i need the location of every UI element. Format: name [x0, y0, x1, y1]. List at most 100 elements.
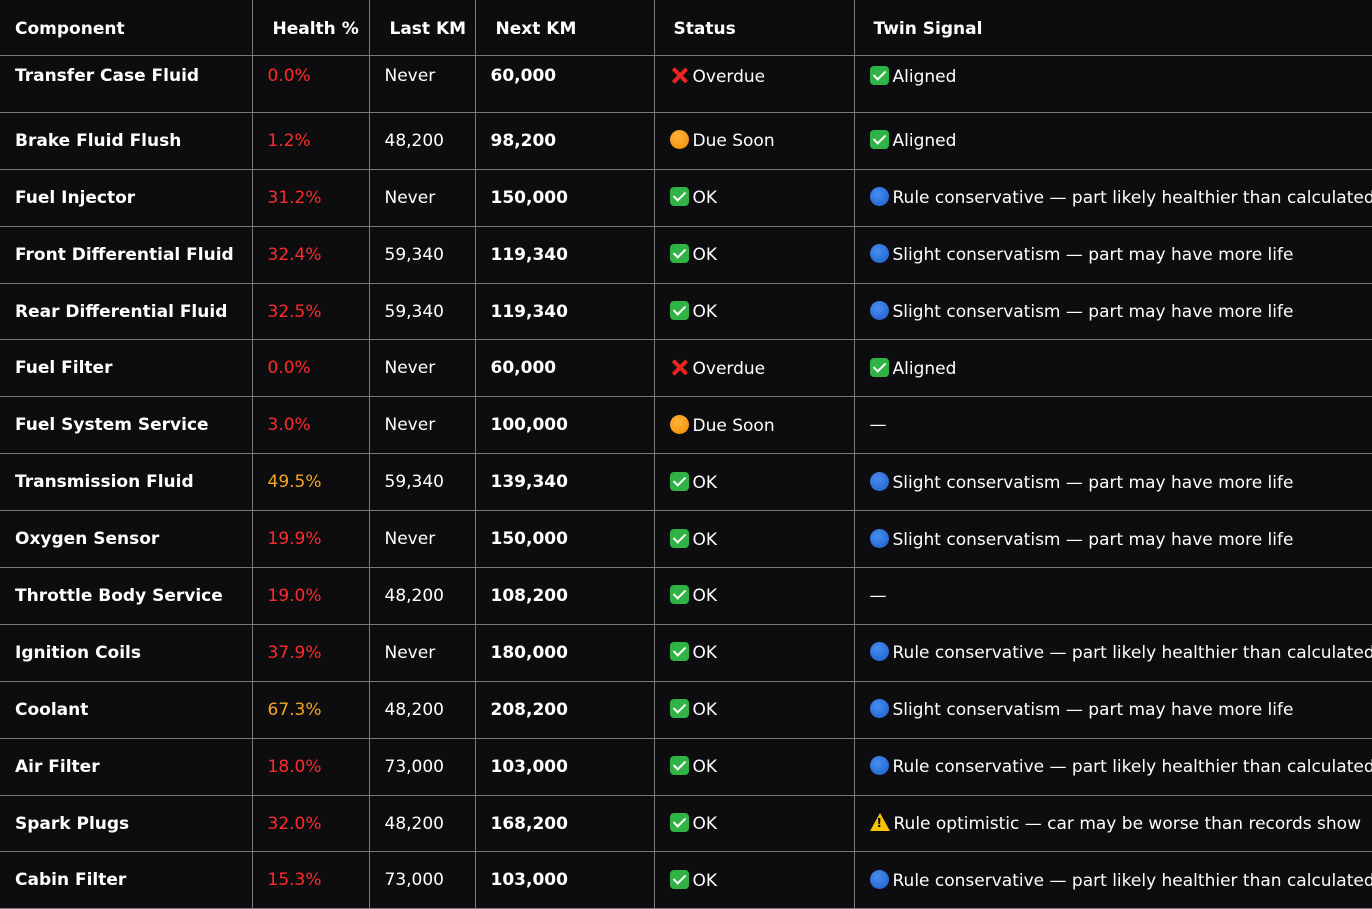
cell-component-text: Front Differential Fluid [15, 245, 234, 265]
cell-component-text: Ignition Coils [15, 643, 141, 663]
cell-twin-signal: Rule conservative — part likely healthie… [854, 738, 1372, 795]
cell-health: 31.2% [252, 169, 369, 226]
cell-twin-signal-text: Rule optimistic — car may be worse than … [894, 814, 1361, 834]
cell-status-text: OK [693, 245, 718, 265]
cell-component-text: Coolant [15, 700, 88, 720]
column-header-last-km[interactable]: Last KM [369, 0, 475, 56]
cell-component: Ignition Coils [0, 624, 252, 681]
column-header-component[interactable]: Component [0, 0, 252, 56]
cell-health-text: 19.0% [268, 586, 322, 606]
cell-last-km-text: 59,340 [385, 302, 444, 322]
cell-status-text: OK [693, 302, 718, 322]
blue-circle-icon [870, 870, 889, 889]
cell-next-km: 108,200 [475, 568, 654, 625]
cell-component: Air Filter [0, 738, 252, 795]
orange-circle-icon [670, 415, 689, 434]
cell-last-km-text: 48,200 [385, 700, 444, 720]
cell-status-text: OK [693, 643, 718, 663]
table-row[interactable]: Front Differential Fluid 32.4%59,340 119,3… [0, 226, 1372, 283]
cell-component-text: Fuel System Service [15, 415, 209, 435]
cell-last-km-text: 48,200 [385, 814, 444, 834]
cell-health: 32.4% [252, 226, 369, 283]
cell-component-text: Transfer Case Fluid [15, 66, 199, 86]
cell-twin-signal: Slight conservatism — part may have more… [854, 226, 1372, 283]
cell-last-km: 48,200 [369, 681, 475, 738]
cell-component: Fuel Injector [0, 169, 252, 226]
cell-status-text: Due Soon [693, 131, 775, 151]
cell-component-text: Throttle Body Service [15, 586, 223, 606]
column-header-status[interactable]: Status [654, 0, 854, 56]
cell-next-km: 208,200 [475, 681, 654, 738]
blue-circle-icon [870, 642, 889, 661]
column-header-health[interactable]: Health % [252, 0, 369, 56]
cell-last-km-text: 59,340 [385, 472, 444, 492]
cell-status: Due Soon [654, 112, 854, 169]
cell-health: 19.9% [252, 511, 369, 568]
cell-health-text: 67.3% [268, 700, 322, 720]
cell-next-km-text: 168,200 [491, 814, 568, 834]
cell-next-km-text: 108,200 [491, 586, 568, 606]
cell-component: Fuel Filter [0, 340, 252, 397]
blue-circle-icon [870, 699, 889, 718]
cell-status: OK [654, 511, 854, 568]
cell-next-km: 150,000 [475, 169, 654, 226]
check-mark-icon [670, 244, 689, 263]
cell-next-km: 103,000 [475, 738, 654, 795]
cell-last-km: 59,340 [369, 226, 475, 283]
cell-status: Due Soon [654, 397, 854, 454]
cell-health: 37.9% [252, 624, 369, 681]
column-header-twin-signal[interactable]: Twin Signal [854, 0, 1372, 56]
cell-twin-signal: Rule conservative — part likely healthie… [854, 624, 1372, 681]
cell-last-km-text: Never [385, 529, 436, 549]
cell-component-text: Fuel Injector [15, 188, 135, 208]
column-header-next-km[interactable]: Next KM [475, 0, 654, 56]
cell-health-text: 15.3% [268, 870, 322, 890]
check-mark-icon [670, 472, 689, 491]
cell-twin-signal-text: Slight conservatism — part may have more… [893, 245, 1294, 265]
cell-status-text: Due Soon [693, 416, 775, 436]
cell-next-km-text: 119,340 [491, 302, 568, 322]
cell-component-text: Oxygen Sensor [15, 529, 159, 549]
cell-component: Rear Differential Fluid [0, 283, 252, 340]
cell-next-km: 119,340 [475, 226, 654, 283]
blue-circle-icon [870, 529, 889, 548]
cell-twin-signal: Slight conservatism — part may have more… [854, 283, 1372, 340]
check-mark-icon [870, 66, 889, 85]
cell-next-km-text: 119,340 [491, 245, 568, 265]
cell-health: 1.2% [252, 112, 369, 169]
cell-last-km: Never [369, 397, 475, 454]
cell-component-text: Brake Fluid Flush [15, 131, 181, 151]
cell-last-km: Never [369, 624, 475, 681]
cell-next-km-text: 60,000 [491, 66, 557, 86]
cell-component: Brake Fluid Flush [0, 112, 252, 169]
cell-next-km-text: 150,000 [491, 188, 568, 208]
cell-status: OK [654, 169, 854, 226]
cell-twin-signal: — [854, 568, 1372, 625]
cell-next-km: 100,000 [475, 397, 654, 454]
cell-last-km-text: Never [385, 415, 436, 435]
cell-last-km: 48,200 [369, 112, 475, 169]
cell-last-km-text: 48,200 [385, 586, 444, 606]
cell-health: 0.0% [252, 56, 369, 113]
cell-last-km: 73,000 [369, 738, 475, 795]
cell-last-km: 59,340 [369, 283, 475, 340]
cell-status-text: OK [693, 814, 718, 834]
cell-twin-signal: Slight conservatism — part may have more… [854, 454, 1372, 511]
cell-health: 49.5% [252, 454, 369, 511]
cell-next-km: 60,000 [475, 340, 654, 397]
